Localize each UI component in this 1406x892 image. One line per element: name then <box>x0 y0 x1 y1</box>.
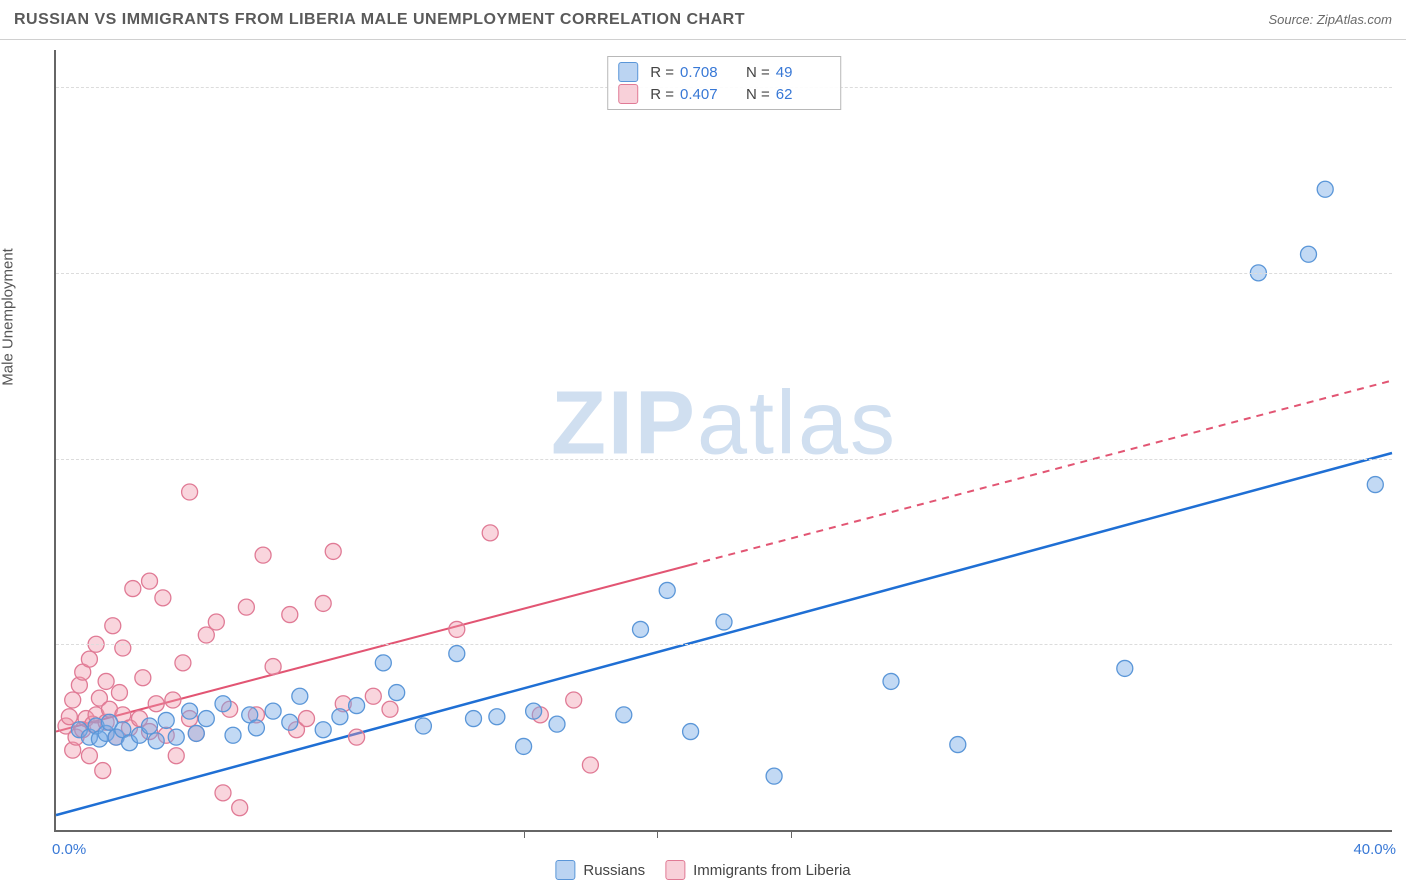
gridline <box>56 273 1392 274</box>
y-tick-label: 20.0% <box>1400 450 1406 467</box>
swatch-pink-icon <box>618 84 638 104</box>
legend-label: Russians <box>583 862 645 879</box>
legend-item-liberia: Immigrants from Liberia <box>665 860 851 880</box>
x-tick-mark <box>791 830 792 838</box>
swatch-blue-icon <box>555 860 575 880</box>
swatch-blue-icon <box>618 62 638 82</box>
chart-svg <box>56 50 1392 830</box>
source-label: Source: ZipAtlas.com <box>1268 12 1392 27</box>
x-max-label: 40.0% <box>1353 841 1396 858</box>
x-tick-mark <box>657 830 658 838</box>
chart-container: RUSSIAN VS IMMIGRANTS FROM LIBERIA MALE … <box>0 0 1406 892</box>
y-tick-label: 10.0% <box>1400 636 1406 653</box>
gridline <box>56 644 1392 645</box>
series-legend: Russians Immigrants from Liberia <box>555 860 850 880</box>
correlation-legend: R = 0.708 N = 49 R = 0.407 N = 62 <box>607 56 841 110</box>
x-min-label: 0.0% <box>52 841 86 858</box>
plot-area: ZIPatlas R = 0.708 N = 49 R = 0.407 N = … <box>54 50 1392 832</box>
legend-row-liberia: R = 0.407 N = 62 <box>618 83 826 105</box>
legend-label: Immigrants from Liberia <box>693 862 851 879</box>
y-tick-label: 40.0% <box>1400 79 1406 96</box>
chart-title: RUSSIAN VS IMMIGRANTS FROM LIBERIA MALE … <box>14 11 745 29</box>
legend-row-russians: R = 0.708 N = 49 <box>618 61 826 83</box>
chart-header: RUSSIAN VS IMMIGRANTS FROM LIBERIA MALE … <box>0 0 1406 40</box>
swatch-pink-icon <box>665 860 685 880</box>
legend-item-russians: Russians <box>555 860 645 880</box>
y-tick-label: 30.0% <box>1400 264 1406 281</box>
y-axis-label: Male Unemployment <box>0 248 17 386</box>
gridline <box>56 459 1392 460</box>
x-tick-mark <box>524 830 525 838</box>
